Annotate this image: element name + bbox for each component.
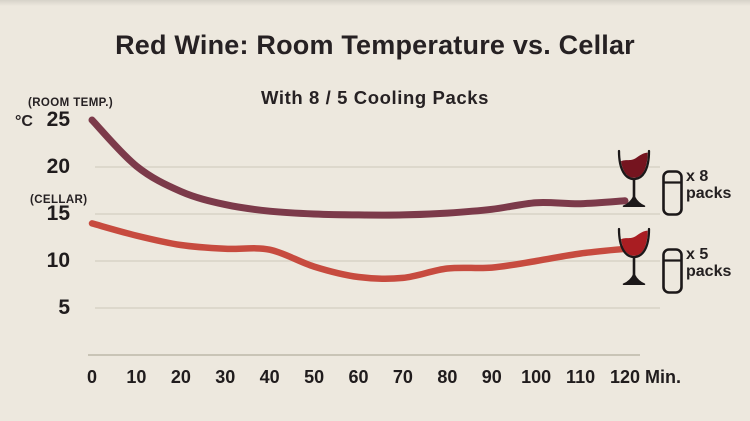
y-tick-label-20: 20	[46, 155, 70, 178]
chart-title: Red Wine: Room Temperature vs. Cellar	[115, 30, 635, 60]
y-tick-label-25: 25	[46, 108, 70, 131]
legend-cellar-count: x 5	[686, 246, 709, 263]
cellar-annotation: (CELLAR)	[30, 194, 88, 206]
x-tick-label-100: 100	[521, 367, 552, 387]
x-tick-label-0: 0	[86, 367, 97, 387]
y-tick-label-15: 15	[46, 202, 70, 225]
y-tick-label-5: 5	[58, 296, 70, 319]
legend-cellar: x 5 packs	[612, 226, 747, 298]
chart-subtitle: With 8 / 5 Cooling Packs	[260, 87, 490, 108]
legend-room-label: x 8 packs	[686, 168, 731, 202]
x-tick-label-50: 50	[304, 367, 325, 387]
x-tick-label-40: 40	[259, 367, 280, 387]
room-temp-annotation: (ROOM TEMP.)	[28, 97, 114, 109]
legend-cellar-label: x 5 packs	[686, 246, 731, 280]
cooling-pack-icon-5	[662, 248, 683, 294]
top-edge-shade	[0, 0, 750, 6]
x-axis-unit-label: Min.	[645, 367, 681, 387]
cooling-pack-icon-8	[662, 170, 683, 216]
legend-room-count: x 8	[686, 168, 709, 185]
x-tick-label-30: 30	[215, 367, 236, 387]
legend-room-temp: x 8 packs	[612, 148, 747, 220]
legend-cellar-packs: packs	[686, 263, 732, 280]
legend-room-packs: packs	[686, 185, 732, 202]
wine-glass-icon-cellar	[617, 227, 651, 285]
x-tick-label-90: 90	[481, 367, 502, 387]
x-tick-label-80: 80	[437, 367, 458, 387]
x-tick-label-20: 20	[170, 367, 191, 387]
y-axis-unit-label: °C	[15, 113, 33, 130]
x-tick-label-120: 120	[609, 367, 641, 387]
x-tick-label-70: 70	[392, 367, 413, 387]
x-tick-label-110: 110	[566, 367, 596, 387]
y-tick-label-10: 10	[46, 249, 70, 272]
series-line-room	[88, 116, 629, 219]
wine-glass-icon-room	[617, 149, 651, 207]
series-line-cellar	[88, 220, 629, 282]
x-tick-label-10: 10	[126, 367, 147, 387]
x-tick-label-60: 60	[348, 367, 369, 387]
